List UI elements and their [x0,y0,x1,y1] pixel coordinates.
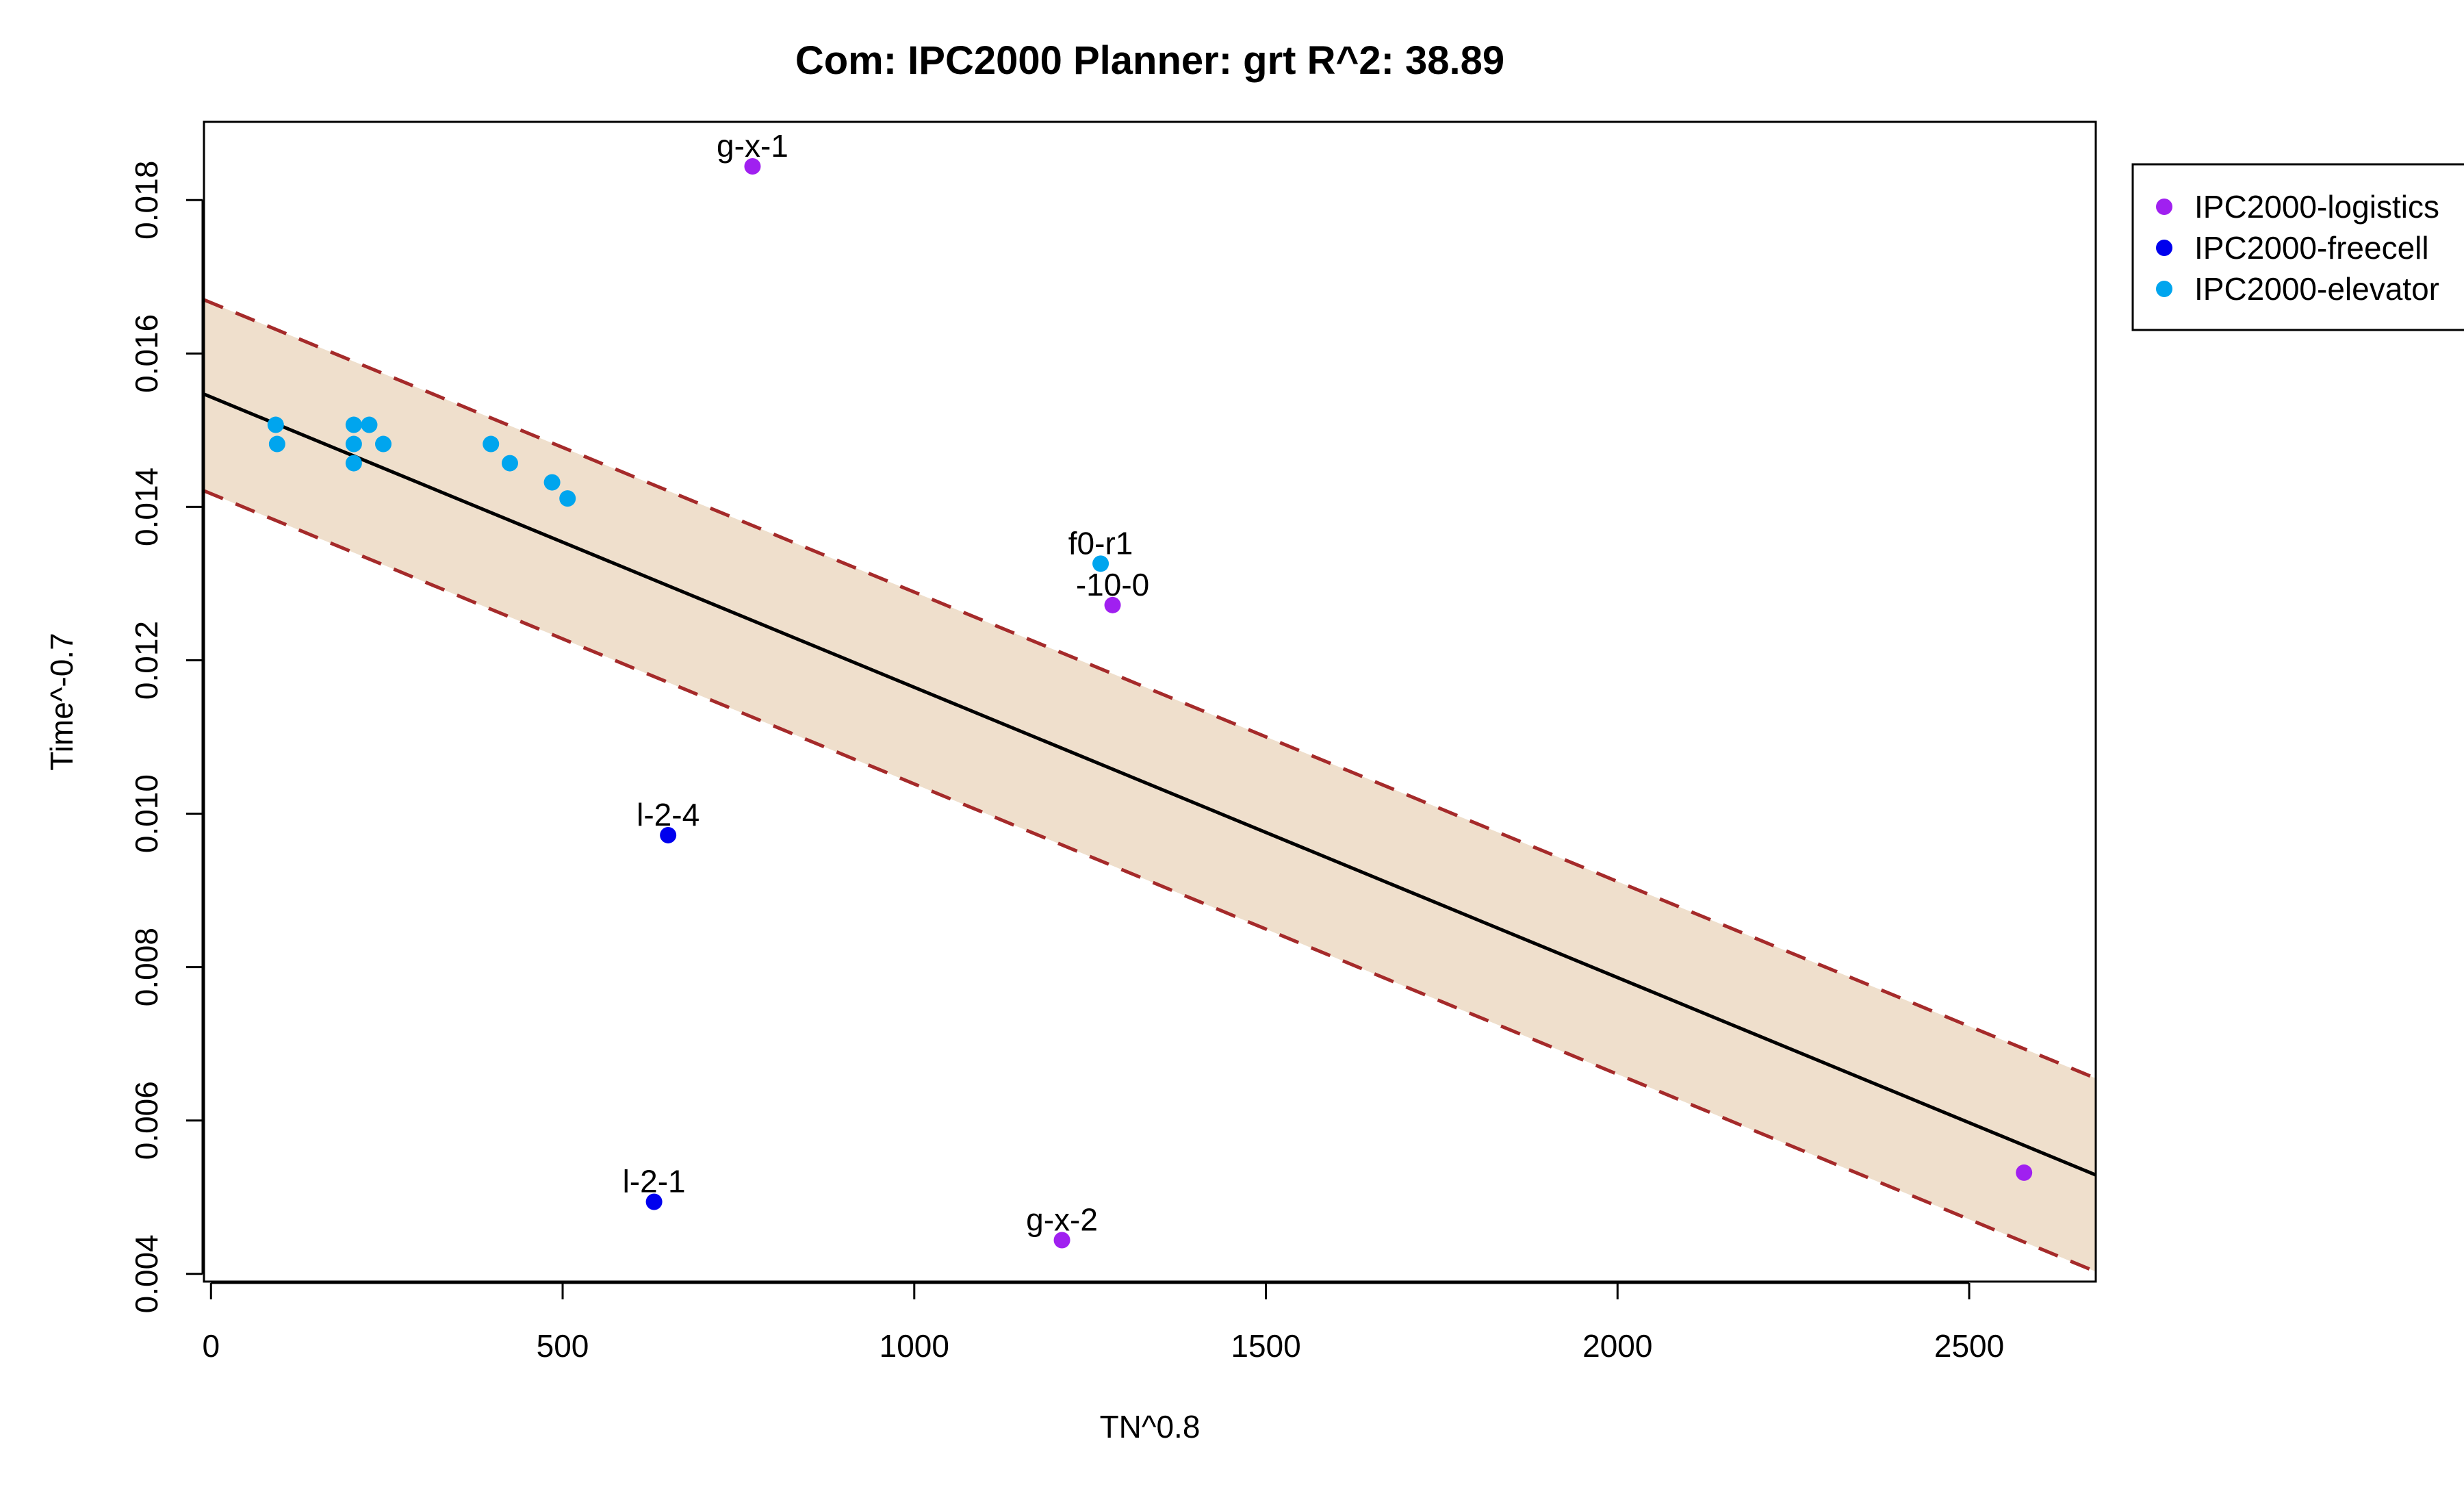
data-point [744,157,761,175]
y-tick-label: 0.018 [129,161,164,240]
x-tick-label: 2000 [1582,1328,1652,1364]
data-point [645,1193,663,1210]
point-label: l-2-4 [637,797,700,832]
chart-title: Com: IPC2000 Planner: grt R^2: 38.89 [795,38,1504,83]
data-point [501,455,518,472]
data-point [345,416,362,433]
y-tick-label: 0.014 [129,468,164,546]
data-point [345,435,362,453]
y-tick-label: 0.012 [129,621,164,700]
data-point [483,435,500,453]
data-point [1104,596,1121,613]
x-axis: 0 500 1000 1500 2000 2500 [202,1282,2004,1364]
point-label: l-2-1 [623,1163,686,1199]
y-axis: 0.004 0.006 0.008 0.010 0.012 0.014 0.016 0.018 [129,161,204,1313]
x-axis-label: TN^0.8 [1100,1409,1201,1445]
data-point [660,826,677,843]
point-label: g-x-1 [717,128,788,164]
x-tick-label: 500 [537,1328,589,1364]
regression-line [204,392,2096,1177]
y-tick-label: 0.004 [129,1234,164,1313]
data-point [559,490,576,507]
legend-marker [2156,199,2172,215]
data-points: g-x-1 -10-0 g-x-2 l-2-4 l-2-1 f0-r1 [267,128,2033,1249]
legend-label: IPC2000-freecell [2194,230,2429,266]
legend-label: IPC2000-logistics [2194,189,2439,225]
x-tick-label: 1000 [880,1328,949,1364]
point-label: f0-r1 [1068,525,1133,561]
y-tick-label: 0.008 [129,928,164,1006]
y-tick-label: 0.016 [129,314,164,393]
data-point [2016,1164,2033,1181]
legend: IPC2000-logistics IPC2000-freecell IPC2000… [2131,163,2464,331]
x-tick-label: 0 [202,1328,220,1364]
x-tick-label: 2500 [1934,1328,2004,1364]
data-point [375,435,392,453]
fit-lines-layer [204,298,2096,1273]
data-point [1092,555,1109,572]
legend-label: IPC2000-elevator [2194,271,2439,307]
point-label: g-x-2 [1026,1202,1098,1238]
data-point [267,416,284,433]
data-point [543,474,561,491]
legend-box [2131,163,2464,331]
y-tick-label: 0.010 [129,774,164,853]
data-point [345,455,362,472]
data-point [268,435,285,453]
data-point [361,416,378,433]
legend-marker [2156,240,2172,256]
plot-frame [203,120,2097,1283]
lower-bound-line [204,489,2096,1273]
x-tick-label: 1500 [1231,1328,1300,1364]
legend-marker [2156,281,2172,297]
point-label: -10-0 [1076,567,1149,602]
y-tick-label: 0.006 [129,1081,164,1160]
y-axis-label: Time^-0.7 [44,633,79,770]
data-point [1053,1232,1070,1249]
